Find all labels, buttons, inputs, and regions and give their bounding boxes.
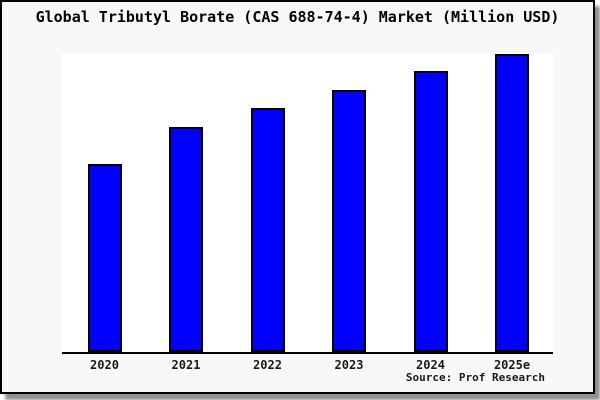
x-axis-label-2022: 2022 [253, 358, 282, 372]
bar-2021 [169, 127, 203, 352]
x-axis-label-2020: 2020 [90, 358, 119, 372]
bar-2023 [332, 90, 366, 352]
bar-2022 [250, 108, 285, 352]
x-axis-label-2021: 2021 [171, 358, 201, 372]
bar-2024 [413, 71, 448, 352]
x-axis-label-2025e: 2025e [493, 358, 531, 372]
bar-2025e [495, 54, 529, 352]
x-axis-label-2023: 2023 [334, 358, 364, 372]
bar-2020 [87, 164, 122, 352]
chart-title: Global Tributyl Borate (CAS 688-74-4) Ma… [35, 8, 560, 26]
source-label: Source: Prof Research [405, 371, 545, 384]
chart-frame: Global Tributyl Borate (CAS 688-74-4) Ma… [0, 0, 595, 394]
x-axis-label-2024: 2024 [416, 358, 445, 372]
plot-area [62, 53, 553, 354]
